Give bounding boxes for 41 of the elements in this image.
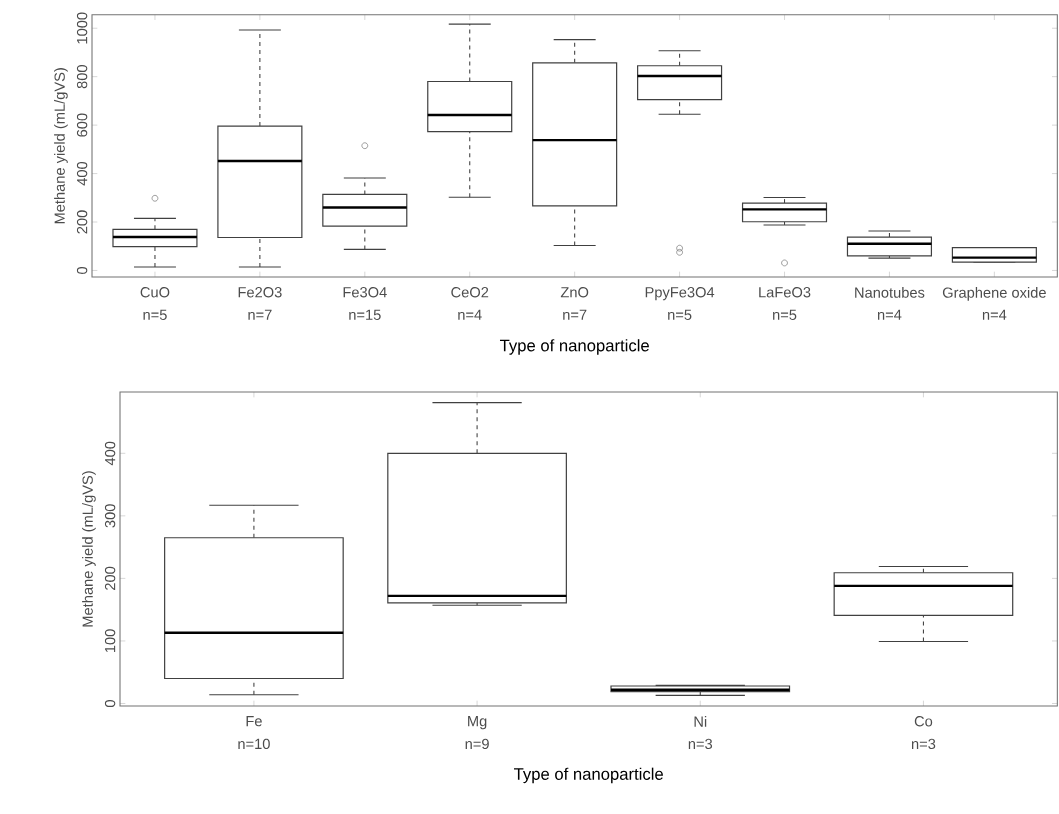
text: n=7 xyxy=(248,309,272,320)
x-tick-label: Mg xyxy=(468,716,487,730)
text: n=5 xyxy=(143,309,167,320)
y-tick-label: 400 xyxy=(104,441,116,466)
text: n=5 xyxy=(668,309,692,320)
x-axis-title: Type of nanoparticle xyxy=(499,339,649,355)
text: n=10 xyxy=(238,738,270,750)
y-tick-label: 100 xyxy=(104,629,116,653)
y-tick-label: 800 xyxy=(76,65,88,89)
y-tick-label: 200 xyxy=(76,210,88,234)
x-tick-label: Fe3O4 xyxy=(343,287,387,298)
y-tick-label: 300 xyxy=(104,504,116,528)
y-axis-title: Methane yield (mL/gVS) xyxy=(82,471,96,627)
y-tick-label: 200 xyxy=(104,566,116,590)
y-tick-label: 0 xyxy=(76,266,88,274)
text: n=15 xyxy=(349,309,381,320)
x-tick-label: CuO xyxy=(140,287,170,298)
x-tick-label: LaFeO3 xyxy=(759,287,811,298)
text: n=3 xyxy=(911,738,936,750)
y-tick-label: 400 xyxy=(76,161,88,186)
x-tick-label: ZnO xyxy=(560,287,589,298)
text: n=5 xyxy=(773,309,797,320)
y-tick-label: 600 xyxy=(76,113,88,137)
text: n=4 xyxy=(982,309,1007,320)
x-tick-label: Co xyxy=(914,716,933,727)
y-tick-label: 0 xyxy=(104,700,116,708)
y-axis-title: Methane yield (mL/gVS) xyxy=(54,68,68,224)
x-tick-label: CeO2 xyxy=(451,287,489,298)
text: n=9 xyxy=(465,738,489,750)
x-tick-label: Fe xyxy=(246,716,262,727)
x-tick-label: PpyFe3O4 xyxy=(645,287,715,301)
x-axis-title: Type of nanoparticle xyxy=(514,767,663,784)
text: n=4 xyxy=(877,309,902,320)
text: n=7 xyxy=(563,309,587,320)
text: n=4 xyxy=(458,309,482,320)
y-tick-label: 1000 xyxy=(76,12,88,44)
text: n=3 xyxy=(688,738,713,750)
x-tick-label: Fe2O3 xyxy=(238,287,282,298)
x-tick-label: Nanotubes xyxy=(855,287,925,298)
x-tick-label: Ni xyxy=(694,716,707,727)
x-tick-label: Graphene oxide xyxy=(942,287,1046,301)
